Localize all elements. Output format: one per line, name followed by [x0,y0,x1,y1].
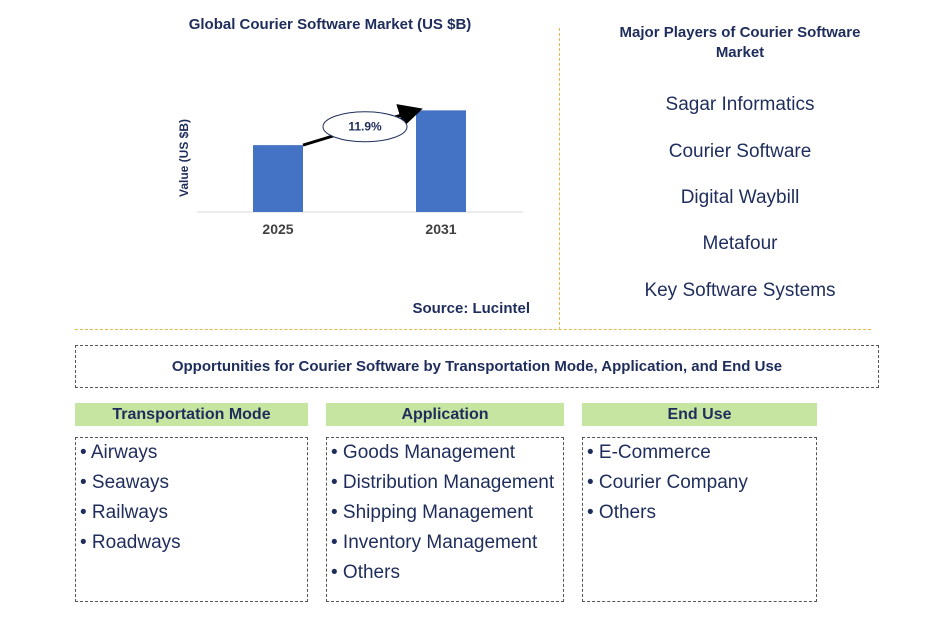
list-item: • Airways [80,442,158,463]
list-item: • Others [331,562,400,583]
list-item: • Goods Management [331,442,516,463]
horizontal-divider [75,329,871,330]
column-header-end-use: End Use [582,403,817,426]
bar-2025 [253,145,303,212]
chart-title: Global Courier Software Market (US $B) [188,16,472,33]
column-header-transportation: Transportation Mode [75,403,308,426]
list-item: • Shipping Management [331,502,534,523]
list-item: • Seaways [80,472,170,493]
opportunities-title: Opportunities for Courier Software by Tr… [75,345,879,388]
player-item: Sagar Informatics [665,94,815,115]
list-item: • Courier Company [587,472,748,493]
bar-chart: Value (US $B) 2025 2031 11.9% [177,104,523,237]
players-title-line1: Major Players of Courier Software [619,24,861,41]
list-item: • Railways [80,502,168,523]
opportunities-title-text: Opportunities for Courier Software by Tr… [171,358,783,375]
transportation-list: • Airways • Seaways • Railways • Roadways [75,437,308,602]
players-title-line2: Market [715,44,765,61]
list-item: • Roadways [80,532,181,553]
x-tick-label: 2025 [262,221,293,237]
list-item: • Others [587,502,656,523]
player-item: Key Software Systems [644,280,836,301]
player-item: Courier Software [668,141,812,162]
end-use-list: • E-Commerce • Courier Company • Others [582,437,817,602]
list-item: • Inventory Management [331,532,538,553]
players-title: Major Players of Courier Software Market [590,23,890,63]
application-list: • Goods Management • Distribution Managem… [326,437,564,602]
list-item: • E-Commerce [587,442,711,463]
source-label: Source: Lucintel [412,300,530,317]
vertical-divider [559,28,560,330]
player-item: Digital Waybill [680,187,800,208]
y-axis-label: Value (US $B) [177,119,191,197]
list-item: • Distribution Management [331,472,555,493]
cagr-label: 11.9% [348,120,382,134]
bar-2031 [416,110,466,212]
player-item: Metafour [702,233,778,254]
x-tick-label: 2031 [425,221,456,237]
cagr-ellipse [322,111,408,143]
column-header-application: Application [326,403,564,426]
